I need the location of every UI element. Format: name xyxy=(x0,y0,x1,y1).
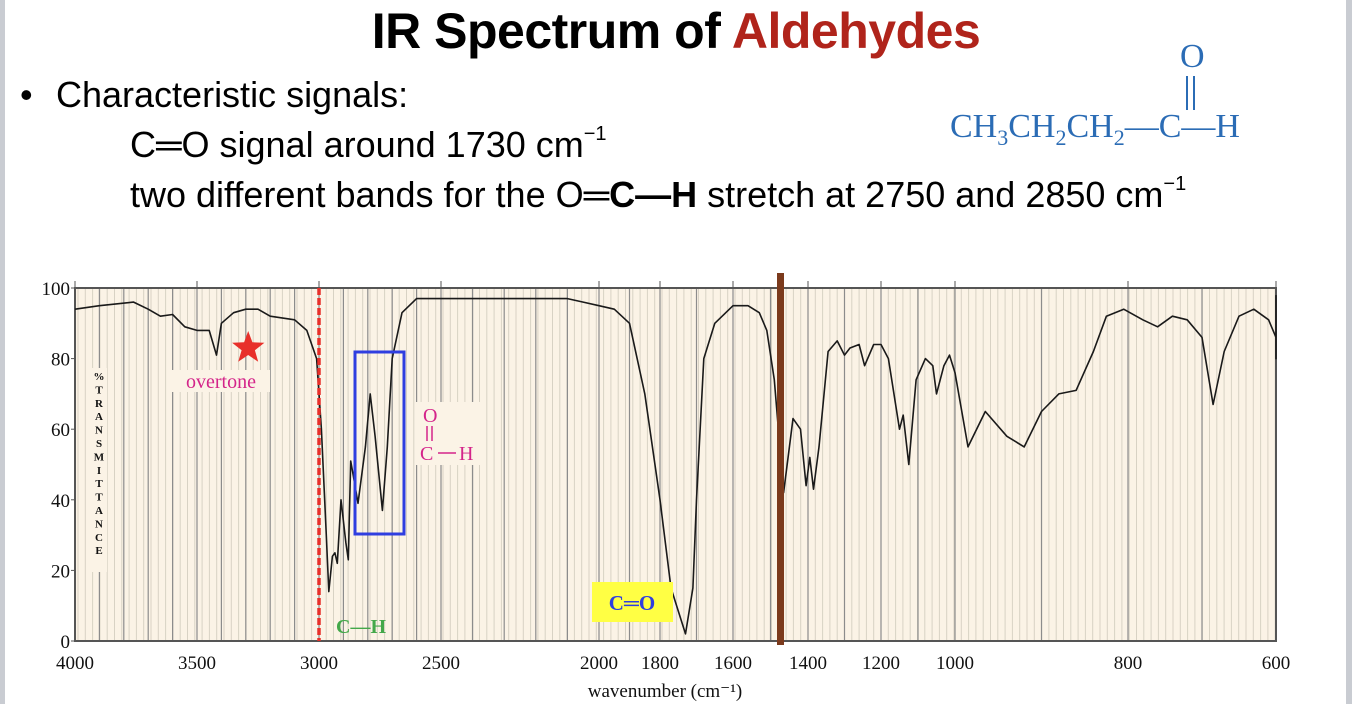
slide-right-border xyxy=(1346,0,1352,704)
aldehyde-ch-highlight-box xyxy=(353,350,406,536)
svg-text:S: S xyxy=(96,438,102,450)
aldehyde-ch-bold: C—H xyxy=(609,174,698,215)
carbonyl-signal-line: C═O signal around 1730 cm−1 xyxy=(130,123,607,166)
major-gridlines xyxy=(98,288,1203,641)
svg-text:C: C xyxy=(95,532,103,544)
chain-part: CH xyxy=(950,108,998,145)
spectrum-line xyxy=(74,295,1277,635)
svg-text:A: A xyxy=(95,411,103,423)
svg-text:100: 100 xyxy=(42,279,71,300)
double-bond-icon xyxy=(1186,76,1195,110)
svg-text:2500: 2500 xyxy=(422,653,460,674)
title-prefix: IR Spectrum of xyxy=(371,3,732,59)
svg-text:20: 20 xyxy=(51,561,70,582)
ch-stretch-label: C—H xyxy=(336,616,386,638)
title-accent: Aldehydes xyxy=(731,3,981,59)
svg-text:A: A xyxy=(95,505,103,517)
top-tick-marks xyxy=(74,281,1277,288)
carbonyl-label: C═O xyxy=(592,582,673,622)
oxygen-atom: O xyxy=(1180,38,1205,75)
y-axis-tick-labels: 0 20 40 60 80 100 xyxy=(42,279,75,653)
plot-area xyxy=(75,288,1276,641)
bullet-dot-icon: • xyxy=(20,74,33,115)
star-icon xyxy=(232,331,265,362)
slide-left-border xyxy=(0,0,5,704)
chain-sub: 2 xyxy=(1055,124,1067,150)
svg-text:800: 800 xyxy=(1114,653,1143,674)
aldehyde-ch-line: two different bands for the O═C—H stretc… xyxy=(130,173,1187,216)
svg-text:1000: 1000 xyxy=(936,653,974,674)
svg-text:1200: 1200 xyxy=(862,653,900,674)
svg-text:600: 600 xyxy=(1262,653,1291,674)
chain-sub: 2 xyxy=(1113,124,1125,150)
svg-text:1400: 1400 xyxy=(789,653,827,674)
svg-text:T: T xyxy=(95,492,103,504)
x-axis-label: wavenumber (cm⁻¹) xyxy=(588,681,742,702)
svg-text:C: C xyxy=(420,443,433,465)
svg-text:4000: 4000 xyxy=(56,653,94,674)
svg-text:2000: 2000 xyxy=(580,653,618,674)
svg-text:T: T xyxy=(95,478,103,490)
bullet-text: Characteristic signals: xyxy=(56,74,409,115)
svg-text:%: % xyxy=(94,371,105,383)
carbon-chain: CH3CH2CH2—C—H xyxy=(950,108,1240,151)
svg-text:E: E xyxy=(95,545,102,557)
svg-text:O: O xyxy=(423,405,437,427)
svg-text:N: N xyxy=(95,425,103,437)
bullet-characteristic-signals: • Characteristic signals: xyxy=(20,74,408,116)
overtone-label: overtone xyxy=(172,370,270,393)
svg-text:N: N xyxy=(95,518,103,530)
svg-text:T: T xyxy=(95,384,103,396)
chain-part: CH xyxy=(1008,108,1056,145)
svg-text:40: 40 xyxy=(51,491,70,512)
chain-part: CH xyxy=(1066,108,1114,145)
svg-text:overtone: overtone xyxy=(186,371,256,393)
svg-text:M: M xyxy=(94,451,105,463)
svg-text:1600: 1600 xyxy=(714,653,752,674)
chain-part: —C—H xyxy=(1124,108,1240,145)
svg-text:3000: 3000 xyxy=(300,653,338,674)
superscript: −1 xyxy=(583,123,607,145)
butanal-structure: O CH3CH2CH2—C—H xyxy=(950,30,1310,160)
aldehyde-ch-text-post: stretch at 2750 and 2850 cm xyxy=(697,174,1164,215)
carbonyl-signal-text: C═O signal around 1730 cm xyxy=(130,124,584,165)
svg-text:C═O: C═O xyxy=(609,591,655,615)
svg-text:3500: 3500 xyxy=(178,653,216,674)
aldehyde-ch-structure-label: O C H xyxy=(415,402,480,465)
svg-text:R: R xyxy=(95,398,104,410)
x-axis-tick-labels: 4000 3500 3000 2500 2000 1800 1600 1400 1200 1000… xyxy=(56,653,1290,674)
chain-sub: 3 xyxy=(997,124,1009,150)
svg-text:60: 60 xyxy=(51,420,70,441)
svg-text:I: I xyxy=(97,465,101,477)
svg-text:80: 80 xyxy=(51,350,70,371)
slide-title: IR Spectrum of Aldehydes xyxy=(0,2,1352,60)
superscript: −1 xyxy=(1163,173,1187,195)
svg-text:H: H xyxy=(459,443,473,465)
ylabel-background xyxy=(91,368,107,572)
plot-frame xyxy=(74,287,1277,642)
aldehyde-ch-text-pre: two different bands for the O═ xyxy=(130,174,610,215)
svg-text:0: 0 xyxy=(61,632,71,653)
svg-text:1800: 1800 xyxy=(641,653,679,674)
